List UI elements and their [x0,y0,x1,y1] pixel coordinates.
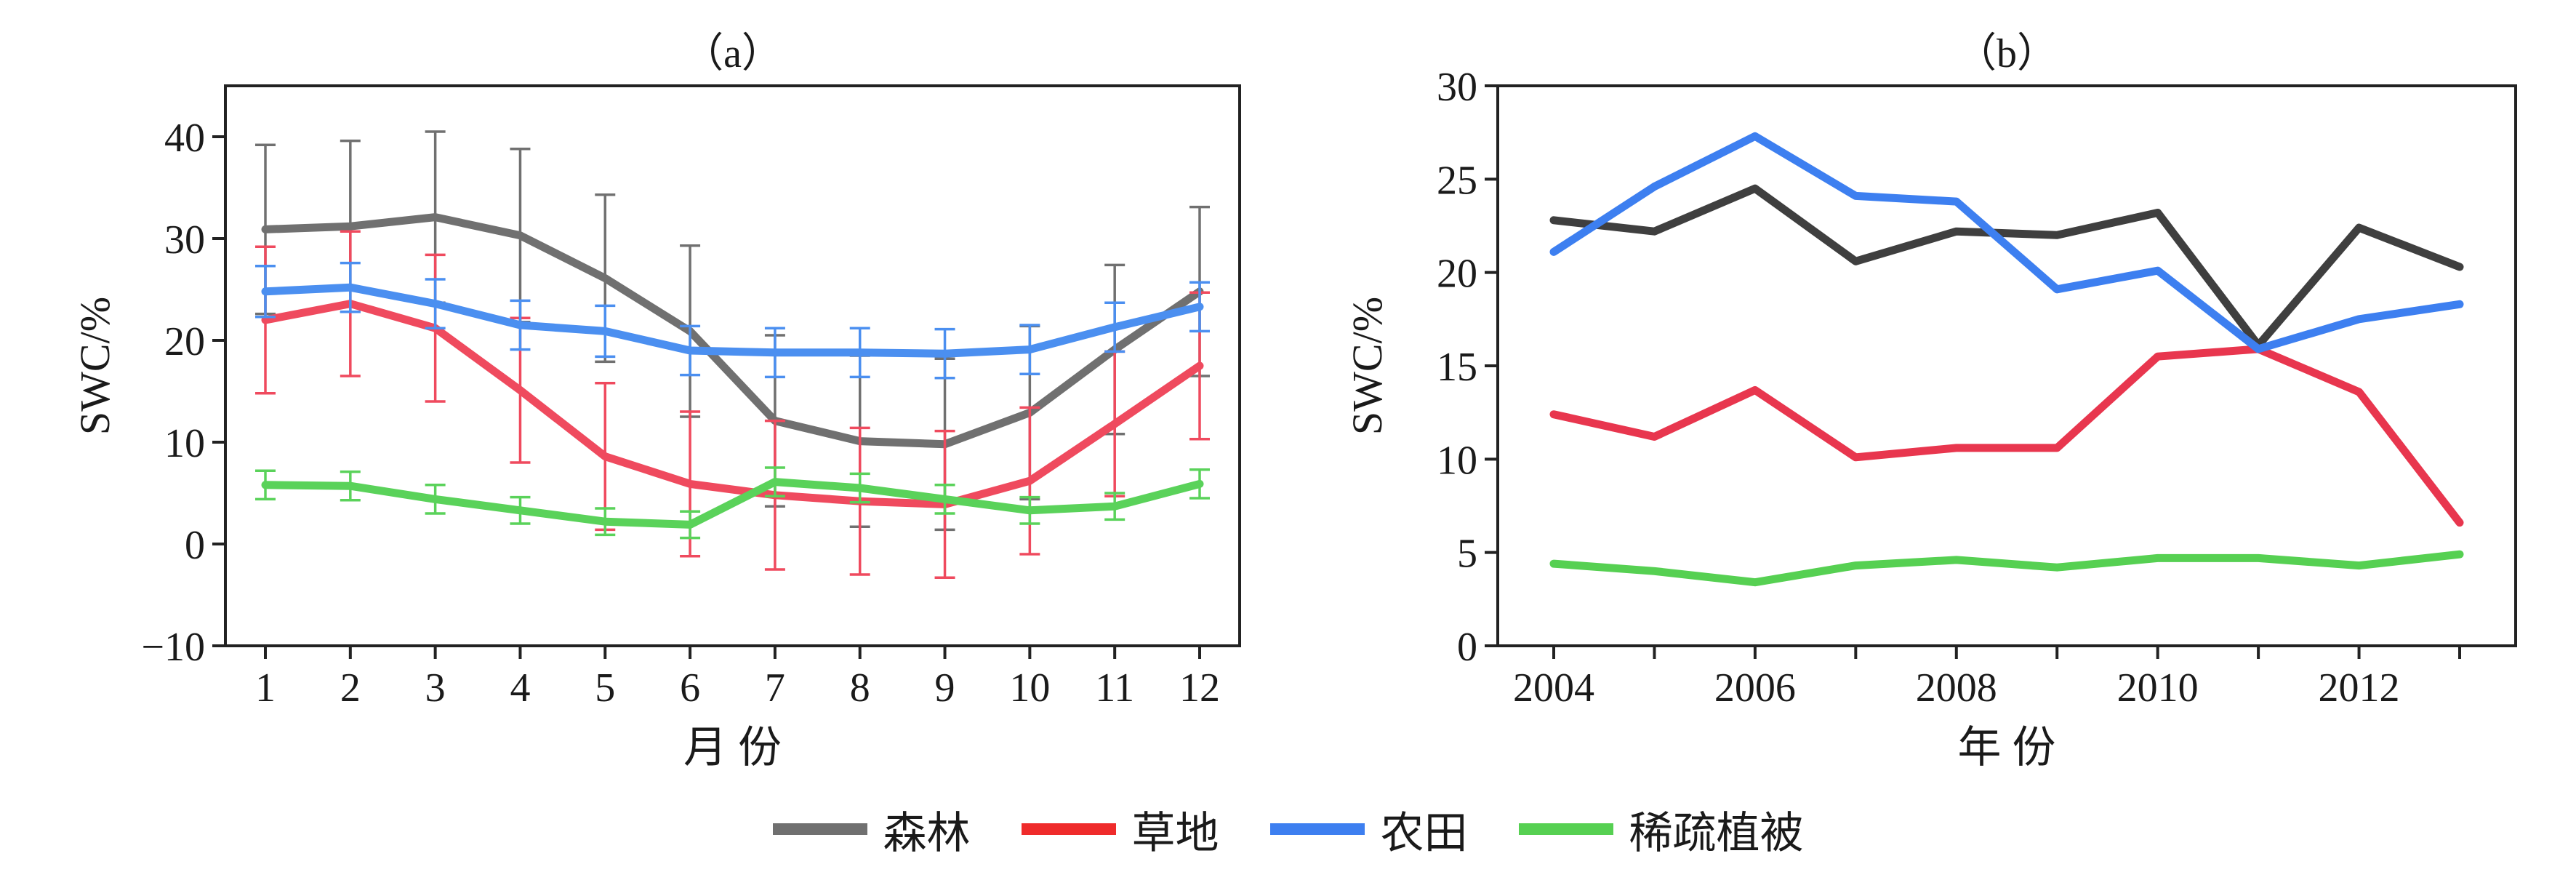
panel-a-x-tick-label: 7 [765,665,785,711]
panel-a-y-axis-label: SWC/% [71,297,119,435]
panel-a-x-tick-label: 10 [1009,665,1050,711]
legend-item-sparse-vegetation: 稀疏植被 [1518,798,1804,861]
panel-b-y-tick-label: 0 [1457,625,1477,670]
legend-label-grassland: 草地 [1131,807,1219,859]
panel-b-x-tick-label: 2006 [1714,665,1796,711]
panel-a-x-tick-label: 2 [340,665,361,711]
panel-b-y-tick-label: 10 [1437,438,1477,483]
panel-a-y-tick-label: 0 [185,523,205,568]
panel-a-series-forest-line [261,213,1204,449]
legend-item-cropland: 农田 [1269,798,1468,861]
panel-a-y-tick-label: 40 [164,116,205,161]
panel-b-x-tick-label: 2010 [2117,665,2199,711]
panel-a-x-tick-label: 4 [510,665,530,711]
panel-b-x-tick-label: 2004 [1513,665,1594,711]
panel-a-series-cropland-line [261,283,1204,358]
panel-b-title: （b） [1956,31,2058,76]
panel-b-series-cropland-line [1549,132,2464,353]
panel-a-x-tick-label: 9 [935,665,955,711]
panel-a-x-axis-label: 月 份 [683,724,782,772]
panel-a-x-tick-label: 11 [1095,665,1134,711]
panel-b-y-axis-label: SWC/% [1344,297,1391,435]
panel-a-y-tick-label: −10 [141,625,205,670]
panel-a-x-tick-label: 8 [850,665,870,711]
panel-b-x-tick-label: 2012 [2319,665,2400,711]
panel-a-title: （a） [683,31,782,76]
panel-a-frame [224,84,1241,647]
panel-b-series-forest-line [1549,184,2464,350]
panel-a-x-tick-label: 5 [595,665,615,711]
panel-a-y-tick-label: 20 [164,319,205,364]
panel-b-y-tick-label: 25 [1437,158,1477,203]
panel-a-x-tick-label: 6 [680,665,700,711]
legend-item-grassland: 草地 [1021,798,1219,861]
panel-a-y-tick-label: 30 [164,217,205,263]
legend-swatch-cropland [1269,823,1365,835]
legend-item-forest: 森林 [772,798,971,861]
panel-a-x-tick-label: 12 [1179,665,1220,711]
panel-b-y-tick-label: 5 [1457,532,1477,577]
panel-b-series-grassland-line [1549,345,2464,527]
panel-b-x-tick-label: 2008 [1916,665,1997,711]
legend-label-forest: 森林 [883,807,971,859]
panel-b-series-sparse-vegetation-line [1549,550,2464,587]
panel-a-y-tick-label: 10 [164,421,205,466]
panel-a-series-sparse-vegetation-line [261,478,1204,529]
legend-swatch-forest [772,823,867,835]
legend: 森林 草地 农田 稀疏植被 [0,798,2576,861]
legend-label-cropland: 农田 [1380,807,1468,859]
legend-swatch-sparse-vegetation [1518,823,1613,835]
panel-a-x-tick-label: 1 [255,665,276,711]
legend-swatch-grassland [1021,823,1116,835]
panel-b-x-axis-label: 年 份 [1958,724,2056,772]
legend-label-sparse-vegetation: 稀疏植被 [1629,807,1804,859]
panel-b-y-tick-label: 20 [1437,252,1477,297]
panel-b-y-tick-label: 15 [1437,345,1477,390]
panel-a-x-tick-label: 3 [425,665,446,711]
panel-a-series-grassland-line [261,300,1204,508]
panel-b-y-tick-label: 30 [1437,65,1477,110]
